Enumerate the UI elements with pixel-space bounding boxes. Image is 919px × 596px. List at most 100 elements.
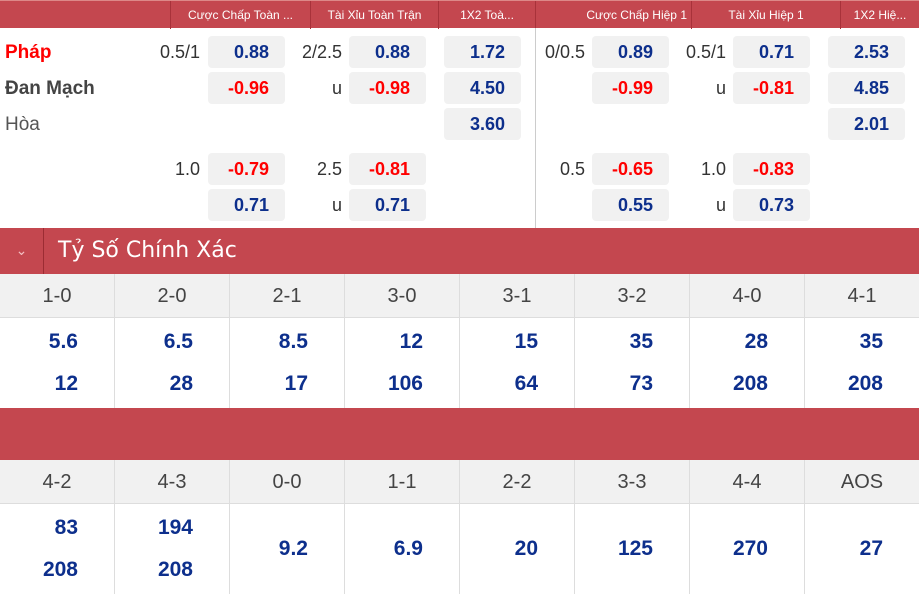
score-label: 4-4 <box>690 460 805 504</box>
score-label: 4-1 <box>805 274 919 318</box>
score-odds[interactable]: 64 <box>514 372 538 395</box>
odds-cell[interactable]: -0.81 <box>733 72 810 104</box>
score-label: 2-0 <box>115 274 230 318</box>
col-handicap-full: Cược Chấp Toàn ... <box>170 1 310 29</box>
score-label: 3-1 <box>460 274 575 318</box>
score-odds[interactable]: 194 <box>157 516 193 539</box>
odds-cell[interactable]: 3.60 <box>444 108 521 140</box>
odds-cell[interactable]: 0.88 <box>349 36 426 68</box>
score-odds[interactable]: 12 <box>399 330 423 353</box>
line-label: 0.5 <box>559 159 585 179</box>
score-odds[interactable]: 35 <box>859 330 883 353</box>
col-handicap-h1: Cược Chấp Hiệp 1 <box>535 1 691 29</box>
odds-cell[interactable]: -0.96 <box>208 72 285 104</box>
score-label: 1-0 <box>0 274 115 318</box>
score-odds[interactable]: 6.5 <box>163 330 193 353</box>
score-label: 4-2 <box>0 460 115 504</box>
odds-cell[interactable]: 0.89 <box>592 36 669 68</box>
line-label: 0.5/1 <box>159 42 200 62</box>
odds-cell[interactable]: -0.81 <box>349 153 426 185</box>
col-overunder-h1: Tài Xỉu Hiệp 1 <box>691 1 840 29</box>
score-odds[interactable]: 28 <box>744 330 768 353</box>
score-odds[interactable]: 208 <box>732 372 768 395</box>
odds-cell[interactable]: -0.83 <box>733 153 810 185</box>
score-odds-cell[interactable]: 28 208 <box>690 318 805 408</box>
score-odds[interactable]: 73 <box>629 372 653 395</box>
odds-cell[interactable]: -0.79 <box>208 153 285 185</box>
score-odds[interactable]: 5.6 <box>48 330 78 353</box>
score-odds-cell[interactable]: 12 106 <box>345 318 460 408</box>
team-home: Pháp <box>5 42 52 63</box>
line-label: u <box>331 195 342 215</box>
col-1x2-full: 1X2 Toà... <box>438 1 535 29</box>
score-label: AOS <box>805 460 919 504</box>
score-odds[interactable]: 208 <box>847 372 883 395</box>
line-label: 1.0 <box>700 159 726 179</box>
score-odds[interactable]: 12 <box>54 372 78 395</box>
score-odds[interactable]: 208 <box>42 558 78 581</box>
score-odds-cell[interactable]: 35 208 <box>805 318 919 408</box>
score-odds-cell[interactable]: 15 64 <box>460 318 575 408</box>
score-odds-cell[interactable]: 270 <box>690 504 805 594</box>
score-label: 2-2 <box>460 460 575 504</box>
score-odds-cell[interactable]: 125 <box>575 504 690 594</box>
score-odds[interactable]: 17 <box>284 372 308 395</box>
correct-score-header[interactable]: ⌄ Tỷ Số Chính Xác <box>0 228 919 274</box>
draw-label: Hòa <box>5 114 40 135</box>
col-overunder-full: Tài Xỉu Toàn Trận <box>310 1 438 29</box>
odds-cell[interactable]: 0.55 <box>592 189 669 221</box>
score-odds-cell[interactable]: 27 <box>805 504 919 594</box>
section-title: Tỷ Số Chính Xác <box>58 238 237 263</box>
score-odds-cell[interactable]: 83 208 <box>0 504 115 594</box>
divider <box>535 28 536 228</box>
line-label: u <box>715 78 726 98</box>
score-odds[interactable]: 125 <box>617 537 653 560</box>
score-odds[interactable]: 8.5 <box>278 330 308 353</box>
line-label: 2.5 <box>316 159 342 179</box>
line-label: 2/2.5 <box>301 42 342 62</box>
score-odds[interactable]: 27 <box>859 537 883 560</box>
separator-band <box>0 408 919 460</box>
score-label: 0-0 <box>230 460 345 504</box>
odds-cell[interactable]: 0.71 <box>733 36 810 68</box>
odds-cell[interactable]: 4.85 <box>828 72 905 104</box>
odds-cell[interactable]: 1.72 <box>444 36 521 68</box>
line-label: u <box>331 78 342 98</box>
score-odds[interactable]: 106 <box>387 372 423 395</box>
score-odds[interactable]: 9.2 <box>278 537 308 560</box>
score-odds[interactable]: 6.9 <box>393 537 423 560</box>
odds-header: Cược Chấp Toàn ... Tài Xỉu Toàn Trận 1X2… <box>0 0 919 29</box>
score-label: 3-3 <box>575 460 690 504</box>
score-odds-cell[interactable]: 35 73 <box>575 318 690 408</box>
chevron-down-icon[interactable]: ⌄ <box>0 228 44 274</box>
odds-cell[interactable]: -0.99 <box>592 72 669 104</box>
score-odds[interactable]: 20 <box>514 537 538 560</box>
score-odds-cell[interactable]: 8.5 17 <box>230 318 345 408</box>
score-odds-cell[interactable]: 6.5 28 <box>115 318 230 408</box>
odds-cell[interactable]: 2.01 <box>828 108 905 140</box>
odds-cell[interactable]: 2.53 <box>828 36 905 68</box>
score-odds[interactable]: 83 <box>54 516 78 539</box>
score-odds[interactable]: 15 <box>514 330 538 353</box>
odds-cell[interactable]: 4.50 <box>444 72 521 104</box>
odds-cell[interactable]: 0.71 <box>349 189 426 221</box>
score-odds-cell[interactable]: 6.9 <box>345 504 460 594</box>
score-odds-cell[interactable]: 5.6 12 <box>0 318 115 408</box>
score-label: 3-2 <box>575 274 690 318</box>
odds-cell[interactable]: 0.73 <box>733 189 810 221</box>
score-odds[interactable]: 270 <box>732 537 768 560</box>
line-label: 0.5/1 <box>685 42 726 62</box>
odds-cell[interactable]: 0.71 <box>208 189 285 221</box>
odds-cell[interactable]: -0.65 <box>592 153 669 185</box>
score-odds[interactable]: 35 <box>629 330 653 353</box>
score-odds-cell[interactable]: 20 <box>460 504 575 594</box>
odds-cell[interactable]: -0.98 <box>349 72 426 104</box>
score-odds[interactable]: 28 <box>169 372 193 395</box>
score-odds-cell[interactable]: 9.2 <box>230 504 345 594</box>
score-odds-cell[interactable]: 194 208 <box>115 504 230 594</box>
score-label: 4-0 <box>690 274 805 318</box>
line-label: u <box>715 195 726 215</box>
line-label: 0/0.5 <box>544 42 585 62</box>
score-odds[interactable]: 208 <box>157 558 193 581</box>
odds-cell[interactable]: 0.88 <box>208 36 285 68</box>
